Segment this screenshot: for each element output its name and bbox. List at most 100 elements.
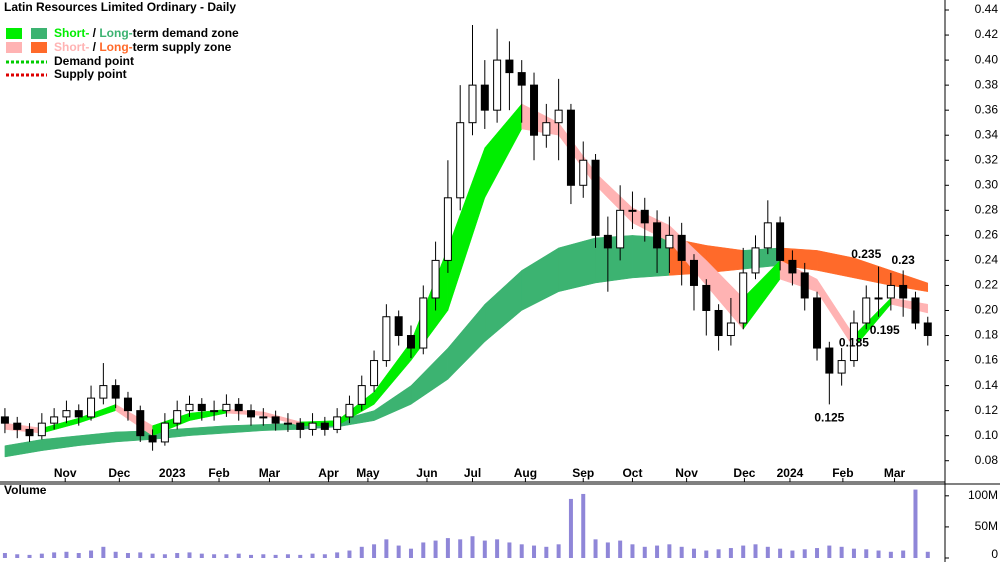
volume-bar — [888, 551, 893, 558]
candle-body — [13, 422, 22, 430]
candle-body — [566, 109, 575, 186]
candle-body — [849, 322, 858, 362]
candle-body — [431, 259, 440, 299]
volume-bar — [642, 546, 647, 558]
x-tick-label: Mar — [259, 466, 281, 480]
x-tick-label: 2023 — [159, 466, 186, 480]
x-tick-label: Jul — [464, 466, 481, 480]
volume-bar — [15, 554, 20, 558]
candle-body — [456, 122, 465, 199]
y-tick-label: 0.16 — [975, 353, 999, 367]
legend: Short- / Long-term demand zone Short- / … — [6, 26, 239, 81]
volume-bar — [138, 552, 143, 558]
volume-bar — [458, 539, 463, 558]
y-tick-label: 0.32 — [975, 152, 999, 166]
candle-body — [579, 159, 588, 186]
candle-body — [517, 72, 526, 86]
volume-bar — [76, 553, 81, 558]
y-tick-label: 0.14 — [975, 378, 999, 392]
volume-bar — [470, 536, 475, 558]
candle-body — [493, 59, 502, 111]
candle-body — [382, 316, 391, 362]
volume-bar — [667, 544, 672, 558]
volume-bar — [925, 551, 930, 558]
y-tick-label: 0.10 — [975, 428, 999, 442]
legend-sep: / — [89, 26, 99, 40]
volume-bar — [519, 544, 524, 558]
legend-swatch — [6, 42, 22, 53]
legend-text: Short- / Long-term demand zone — [54, 26, 239, 40]
candle-body — [702, 284, 711, 311]
volume-bar — [618, 540, 623, 558]
x-tick-label: Feb — [832, 466, 853, 480]
volume-bar — [704, 550, 709, 558]
legend-text: Supply point — [54, 67, 127, 81]
candle-body — [296, 422, 305, 430]
candle-body — [788, 259, 797, 274]
volume-bar — [556, 544, 561, 558]
candle-body — [271, 416, 280, 424]
candle-body — [616, 209, 625, 249]
volume-bar — [445, 538, 450, 558]
candle-body — [111, 385, 120, 399]
y-tick-label: 0.36 — [975, 102, 999, 116]
volume-bar — [827, 545, 832, 558]
candle-body — [123, 397, 132, 412]
candle-body — [480, 84, 489, 111]
candle-body — [259, 416, 268, 419]
volume-bar — [679, 546, 684, 558]
candle-body — [345, 403, 354, 418]
volume-bar — [261, 554, 266, 558]
candle-body — [197, 403, 206, 412]
volume-bar — [839, 546, 844, 558]
volume-bar — [273, 554, 278, 558]
volume-bar — [39, 553, 44, 558]
candle-body — [714, 309, 723, 337]
y-tick-label: 0.12 — [975, 403, 999, 417]
legend-short: Short- — [54, 40, 89, 54]
volume-bar — [187, 552, 192, 558]
long-term-zone — [595, 235, 633, 284]
volume-bar — [778, 548, 783, 558]
volume-bar — [864, 549, 869, 558]
candle-body — [813, 297, 822, 349]
candle-body — [665, 234, 674, 249]
volume-bar — [113, 551, 118, 558]
legend-swatch — [6, 28, 22, 39]
candle-body — [87, 397, 96, 418]
price-annotation: 0.185 — [839, 335, 869, 349]
volume-bar — [741, 545, 746, 558]
y-tick-label: 0.28 — [975, 202, 999, 216]
candle-body — [874, 297, 883, 300]
legend-swatch — [31, 28, 47, 39]
candle-body — [640, 209, 649, 224]
candle-body — [751, 247, 760, 274]
candle-body — [628, 209, 637, 212]
volume-bar — [901, 550, 906, 558]
volume-bar — [52, 552, 57, 558]
volume-bars — [2, 489, 930, 558]
candle-body — [185, 403, 194, 412]
volume-title: Volume — [4, 483, 47, 497]
candle-body — [591, 159, 600, 236]
candle-body — [37, 422, 46, 437]
candle-body — [689, 259, 698, 286]
volume-y-tick-label: 50M — [975, 519, 998, 533]
candle-body — [333, 416, 342, 430]
candle-body — [234, 403, 243, 412]
x-tick-label: Nov — [54, 466, 77, 480]
y-tick-label: 0.40 — [975, 52, 999, 66]
volume-bar — [482, 540, 487, 558]
candle-body — [160, 422, 169, 443]
candle-body — [763, 222, 772, 249]
x-tick-label: Oct — [622, 466, 642, 480]
x-tick-label: 2024 — [777, 466, 804, 480]
candle-body — [357, 385, 366, 405]
volume-bar — [581, 493, 586, 558]
y-tick-label: 0.26 — [975, 228, 999, 242]
y-tick-label: 0.22 — [975, 278, 999, 292]
candle-body — [0, 416, 9, 424]
legend-sep: / — [89, 40, 99, 54]
y-tick-label: 0.08 — [975, 453, 999, 467]
volume-y-tick-label: 100M — [968, 488, 998, 502]
